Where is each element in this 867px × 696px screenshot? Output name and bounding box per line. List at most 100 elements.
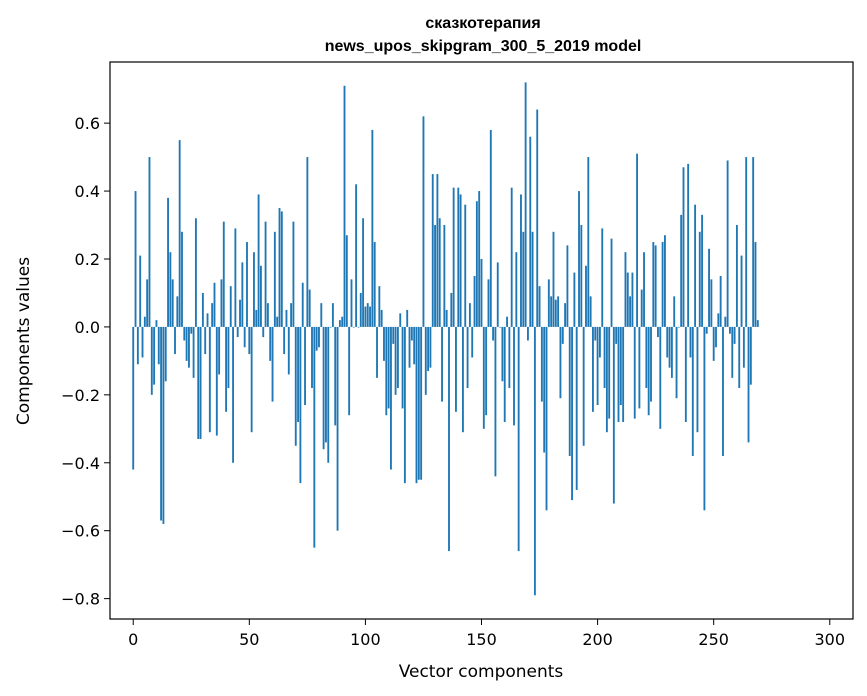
bar-158 — [499, 326, 502, 328]
x-axis-label: Vector components — [399, 662, 564, 682]
bar-259 — [733, 326, 736, 344]
bar-86 — [331, 303, 334, 327]
bar-106 — [378, 286, 381, 327]
bar-130 — [434, 225, 436, 327]
x-tick-label: 100 — [350, 630, 381, 649]
bar-257 — [729, 326, 731, 334]
bar-231 — [668, 326, 671, 368]
bar-35 — [213, 282, 216, 327]
bar-140 — [457, 187, 460, 327]
bar-6 — [146, 279, 149, 327]
bar-103 — [371, 129, 374, 327]
bar-240 — [689, 326, 692, 358]
bar-155 — [492, 326, 495, 341]
bar-126 — [424, 326, 427, 395]
bar-45 — [236, 326, 239, 338]
bar-178 — [545, 326, 548, 511]
bar-96 — [355, 184, 358, 327]
bar-222 — [647, 326, 650, 416]
bar-24 — [188, 326, 190, 368]
bar-212 — [624, 252, 627, 327]
bar-30 — [201, 292, 204, 327]
bar-245 — [701, 214, 704, 327]
bar-239 — [687, 163, 690, 327]
bar-69 — [292, 221, 295, 327]
bar-206 — [610, 238, 613, 327]
bar-129 — [431, 174, 434, 327]
bar-39 — [222, 221, 225, 327]
bar-99 — [362, 218, 365, 327]
bar-19 — [176, 296, 179, 327]
bar-9 — [153, 326, 156, 385]
bar-220 — [643, 252, 645, 327]
bar-262 — [740, 255, 743, 327]
bar-17 — [171, 279, 174, 327]
bar-266 — [749, 326, 752, 385]
bar-1 — [134, 191, 137, 327]
y-tick-label: 0.6 — [75, 114, 100, 133]
bar-3 — [139, 255, 142, 327]
bar-235 — [677, 326, 680, 328]
bar-184 — [559, 326, 562, 399]
bar-56 — [262, 326, 265, 338]
bar-256 — [726, 160, 729, 327]
bar-265 — [747, 326, 750, 443]
bar-91 — [343, 85, 346, 327]
bar-26 — [192, 326, 195, 378]
bar-205 — [608, 326, 611, 419]
bar-249 — [710, 279, 713, 327]
bar-16 — [169, 252, 172, 327]
bar-132 — [438, 218, 441, 327]
bar-209 — [617, 326, 620, 423]
bar-10 — [155, 320, 158, 327]
bar-114 — [396, 326, 399, 389]
bar-244 — [698, 231, 701, 327]
bar-210 — [619, 326, 622, 406]
bar-168 — [522, 231, 525, 327]
bar-237 — [682, 167, 685, 327]
chart-title-line-2: news_upos_skipgram_300_5_2019 model — [325, 38, 642, 55]
bar-154 — [489, 129, 492, 327]
bar-63 — [278, 208, 281, 327]
bar-204 — [605, 326, 608, 433]
bar-111 — [390, 326, 392, 470]
bar-166 — [517, 326, 520, 552]
bar-264 — [745, 157, 748, 327]
bar-179 — [547, 279, 550, 327]
bar-238 — [684, 326, 687, 423]
bar-128 — [429, 326, 432, 368]
bar-157 — [496, 262, 499, 327]
bar-7 — [148, 157, 151, 327]
bar-109 — [385, 326, 388, 416]
bar-127 — [427, 326, 430, 372]
bar-193 — [580, 225, 583, 327]
bar-139 — [455, 326, 457, 412]
bar-121 — [413, 326, 416, 365]
bar-174 — [536, 109, 539, 327]
bar-29 — [199, 326, 202, 439]
bar-150 — [480, 258, 483, 327]
bar-110 — [387, 326, 390, 409]
bar-145 — [468, 303, 471, 327]
bar-32 — [206, 313, 209, 327]
bar-161 — [506, 316, 508, 327]
x-tick-label: 200 — [582, 630, 613, 649]
bar-31 — [204, 326, 207, 355]
bar-202 — [601, 228, 604, 327]
bar-14 — [164, 326, 167, 382]
bar-34 — [211, 303, 214, 327]
y-tick-label: −0.2 — [61, 386, 100, 405]
bar-100 — [364, 306, 367, 327]
bar-83 — [325, 326, 327, 443]
bar-198 — [592, 326, 594, 412]
bar-147 — [473, 275, 476, 327]
bar-53 — [255, 309, 258, 327]
bar-151 — [482, 326, 485, 429]
bar-142 — [462, 326, 464, 433]
bar-177 — [543, 326, 546, 453]
bar-124 — [420, 326, 423, 480]
bar-251 — [715, 326, 717, 348]
bar-55 — [259, 265, 262, 327]
x-tick-label: 0 — [128, 630, 138, 649]
bar-143 — [464, 204, 467, 327]
